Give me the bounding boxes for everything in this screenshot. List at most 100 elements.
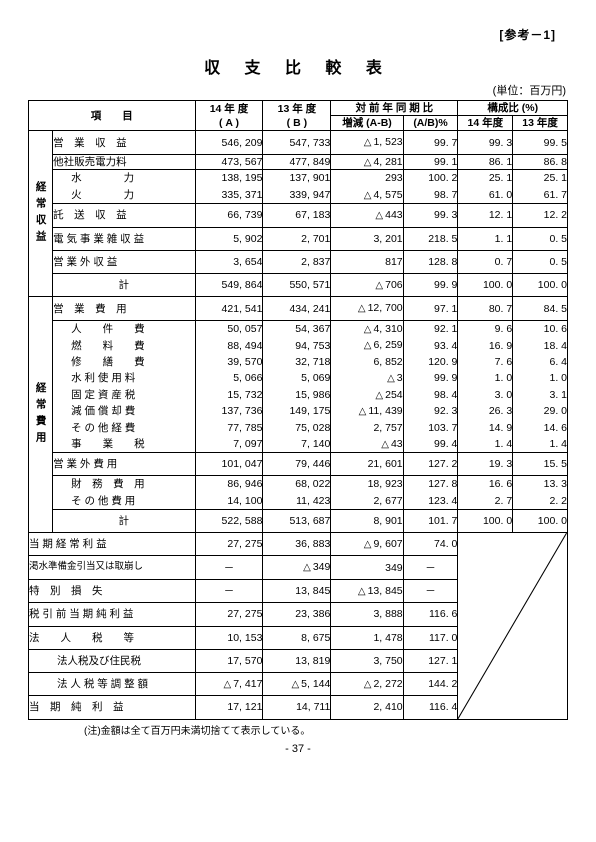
cell: 12. 2 bbox=[513, 204, 568, 228]
hdr-item: 項 目 bbox=[29, 101, 196, 131]
cell: 1. 0 bbox=[513, 370, 568, 387]
table-row: そ の 他 経 費77, 78575, 0282, 757103. 714. 9… bbox=[29, 420, 568, 436]
cell: 26. 3 bbox=[458, 403, 513, 420]
cell: 434, 241 bbox=[263, 297, 331, 321]
cell: 4, 310 bbox=[331, 320, 403, 337]
cell: 100. 0 bbox=[513, 509, 568, 532]
cell: 16. 9 bbox=[458, 337, 513, 354]
table-row: 計549, 864550, 57170699. 9100. 0100. 0 bbox=[29, 273, 568, 297]
hdr-r14: 14 年度 bbox=[458, 116, 513, 131]
row-label: 火 力 bbox=[53, 187, 195, 204]
cell: 39, 570 bbox=[195, 354, 263, 370]
cell: 1. 0 bbox=[458, 370, 513, 387]
cell: 98. 4 bbox=[403, 387, 458, 404]
cell: － bbox=[403, 579, 458, 603]
table-row: 修 繕 費39, 57032, 7186, 852120. 97. 66. 4 bbox=[29, 354, 568, 370]
cell: 477, 849 bbox=[263, 154, 331, 170]
cell: 23, 386 bbox=[263, 603, 331, 626]
row-label: 計 bbox=[53, 273, 195, 297]
cell: 1. 4 bbox=[458, 436, 513, 453]
cell: 13. 3 bbox=[513, 476, 568, 493]
table-row: 営 業 外 収 益3, 6542, 837817128. 80. 70. 5 bbox=[29, 250, 568, 273]
cell: 513, 687 bbox=[263, 509, 331, 532]
table-row: 託 送 収 益66, 73967, 18344399. 312. 112. 2 bbox=[29, 204, 568, 228]
table-row: 火 力335, 371339, 9474, 57598. 761. 061. 7 bbox=[29, 187, 568, 204]
row-label: 事 業 税 bbox=[53, 436, 195, 453]
row-label: そ の 他 経 費 bbox=[53, 420, 195, 436]
row-label: 水 利 使 用 料 bbox=[53, 370, 195, 387]
cell: 14, 100 bbox=[195, 493, 263, 510]
cell: 32, 718 bbox=[263, 354, 331, 370]
cell: 550, 571 bbox=[263, 273, 331, 297]
table-row: 経常収益営 業 収 益546, 209547, 7331, 52399. 799… bbox=[29, 131, 568, 155]
cell: 137, 901 bbox=[263, 170, 331, 187]
cell: 21, 601 bbox=[331, 453, 403, 476]
cell: 99. 9 bbox=[403, 273, 458, 297]
cell: 546, 209 bbox=[195, 131, 263, 155]
hdr-y13: 13 年 度( B ) bbox=[263, 101, 331, 131]
hdr-comp: 対 前 年 同 期 比 bbox=[331, 101, 458, 116]
cell: 25. 1 bbox=[458, 170, 513, 187]
cell: 549, 864 bbox=[195, 273, 263, 297]
cell: 66, 739 bbox=[195, 204, 263, 228]
cell: 29. 0 bbox=[513, 403, 568, 420]
row-label: 修 繕 費 bbox=[53, 354, 195, 370]
cell: 50, 057 bbox=[195, 320, 263, 337]
cell: 0. 5 bbox=[513, 250, 568, 273]
cell: 67, 183 bbox=[263, 204, 331, 228]
cell: － bbox=[195, 579, 263, 603]
row-label: 当 期 経 常 利 益 bbox=[29, 532, 196, 556]
cell: 92. 1 bbox=[403, 320, 458, 337]
cell: 15. 5 bbox=[513, 453, 568, 476]
cell: 97. 1 bbox=[403, 297, 458, 321]
cell: 80. 7 bbox=[458, 297, 513, 321]
table-row: 他社販売電力料473, 567477, 8494, 28199. 186. 18… bbox=[29, 154, 568, 170]
cell: 5, 069 bbox=[263, 370, 331, 387]
row-label: 託 送 収 益 bbox=[53, 204, 195, 228]
table-body: 経常収益営 業 収 益546, 209547, 7331, 52399. 799… bbox=[29, 131, 568, 719]
cell: 149, 175 bbox=[263, 403, 331, 420]
table-row: 水 力138, 195137, 901293100. 225. 125. 1 bbox=[29, 170, 568, 187]
cell: 3, 750 bbox=[331, 649, 403, 672]
cell: 99. 7 bbox=[403, 131, 458, 155]
cell: 88, 494 bbox=[195, 337, 263, 354]
cell: 14. 6 bbox=[513, 420, 568, 436]
cell: 5, 144 bbox=[263, 672, 331, 696]
cell: 3, 201 bbox=[331, 227, 403, 250]
row-label: 法人税及び住民税 bbox=[29, 649, 196, 672]
cell: 13, 845 bbox=[331, 579, 403, 603]
cell: 443 bbox=[331, 204, 403, 228]
cell: 116. 6 bbox=[403, 603, 458, 626]
cell: 94, 753 bbox=[263, 337, 331, 354]
page-title: 収 支 比 較 表 bbox=[28, 54, 568, 78]
reference-label: [参考－1] bbox=[499, 26, 556, 43]
cell: 5, 066 bbox=[195, 370, 263, 387]
cell: 86. 1 bbox=[458, 154, 513, 170]
row-label: 財 務 費 用 bbox=[53, 476, 195, 493]
cell: 8, 675 bbox=[263, 626, 331, 649]
cell: 3, 888 bbox=[331, 603, 403, 626]
cell: 100. 0 bbox=[458, 273, 513, 297]
row-label: 計 bbox=[53, 509, 195, 532]
cell: － bbox=[403, 556, 458, 580]
cell: 254 bbox=[331, 387, 403, 404]
cell: 43 bbox=[331, 436, 403, 453]
cell: 3, 654 bbox=[195, 250, 263, 273]
cell: 128. 8 bbox=[403, 250, 458, 273]
cell: 99. 5 bbox=[513, 131, 568, 155]
cell: 137, 736 bbox=[195, 403, 263, 420]
cell: 77, 785 bbox=[195, 420, 263, 436]
cell: 100. 0 bbox=[513, 273, 568, 297]
table-row: 電 気 事 業 雑 収 益5, 9022, 7013, 201218. 51. … bbox=[29, 227, 568, 250]
cell: 100. 2 bbox=[403, 170, 458, 187]
cell: 74. 0 bbox=[403, 532, 458, 556]
cell: 6. 4 bbox=[513, 354, 568, 370]
diagonal-cell bbox=[458, 532, 568, 719]
cell: 547, 733 bbox=[263, 131, 331, 155]
cell: 15, 986 bbox=[263, 387, 331, 404]
cell: 11, 439 bbox=[331, 403, 403, 420]
hdr-ab: (A/B)% bbox=[403, 116, 458, 131]
cell: 127. 1 bbox=[403, 649, 458, 672]
row-label: 営 業 外 費 用 bbox=[53, 453, 195, 476]
cell: 339, 947 bbox=[263, 187, 331, 204]
